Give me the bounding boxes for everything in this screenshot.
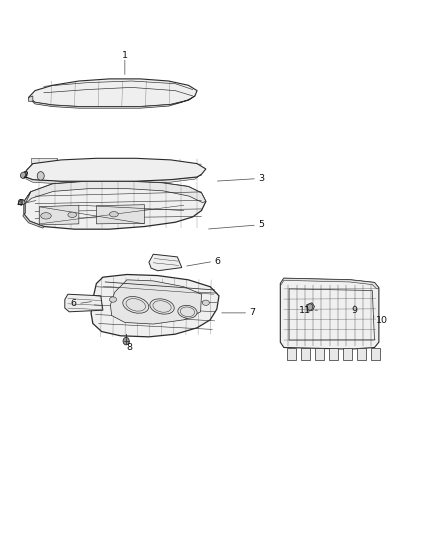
Polygon shape [280,278,379,289]
Polygon shape [149,254,182,271]
Text: 5: 5 [258,221,265,229]
Ellipse shape [68,212,77,217]
Text: 3: 3 [258,174,265,183]
Circle shape [37,172,44,180]
Polygon shape [307,303,314,311]
Circle shape [123,337,129,345]
Text: 11: 11 [299,306,311,314]
Ellipse shape [178,305,197,318]
Polygon shape [110,280,201,324]
Text: 7: 7 [250,309,256,317]
Circle shape [21,172,26,179]
Polygon shape [91,274,219,337]
Polygon shape [65,294,103,312]
Circle shape [307,304,313,310]
Polygon shape [28,79,197,107]
Circle shape [18,199,23,205]
Polygon shape [31,164,57,168]
Ellipse shape [110,212,118,217]
Polygon shape [287,348,296,360]
Ellipse shape [150,299,174,314]
Ellipse shape [123,296,149,313]
Text: 9: 9 [352,306,358,314]
Polygon shape [21,173,27,177]
Text: 10: 10 [376,317,388,325]
Polygon shape [28,96,195,108]
Polygon shape [23,214,44,228]
Text: 4: 4 [17,199,23,208]
Polygon shape [315,348,324,360]
Polygon shape [25,174,201,184]
Polygon shape [329,348,338,360]
Polygon shape [18,199,25,205]
Polygon shape [343,348,352,360]
Ellipse shape [110,297,117,302]
Polygon shape [96,205,145,224]
Text: 1: 1 [122,52,128,60]
Text: 6: 6 [215,257,221,265]
Polygon shape [28,96,33,101]
Polygon shape [301,348,310,360]
Polygon shape [371,348,380,360]
Polygon shape [24,181,206,229]
Text: 2: 2 [22,172,28,180]
Text: 6: 6 [71,300,77,308]
Polygon shape [39,205,79,225]
Polygon shape [25,158,206,181]
Polygon shape [31,158,57,163]
Ellipse shape [202,300,209,305]
Ellipse shape [41,213,51,219]
Text: 8: 8 [126,343,132,352]
Polygon shape [24,181,206,204]
Polygon shape [25,164,33,177]
Polygon shape [280,278,379,349]
Polygon shape [24,192,31,214]
Polygon shape [357,348,366,360]
